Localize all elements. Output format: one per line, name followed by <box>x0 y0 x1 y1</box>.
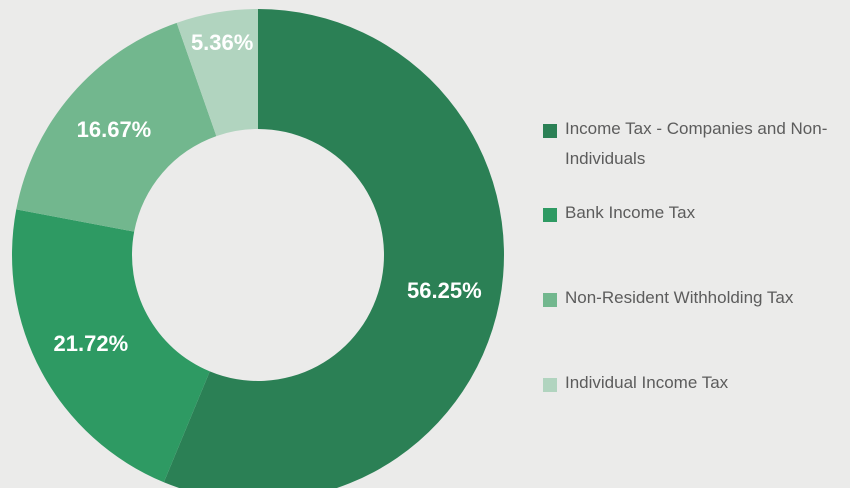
legend-swatch <box>543 124 557 138</box>
donut-slice <box>176 9 258 137</box>
legend-item: Non-Resident Withholding Tax <box>543 288 840 313</box>
donut-slice <box>11 209 210 483</box>
legend-swatch <box>543 293 557 307</box>
legend-item: Bank Income Tax <box>543 203 840 228</box>
legend-label: Bank Income Tax <box>565 203 696 222</box>
legend-label: Non-Resident Withholding Tax <box>565 288 794 307</box>
value-label: 5.36% <box>191 30 253 55</box>
legend-swatch <box>543 378 557 392</box>
legend-item: Income Tax - Companies and Non-Individua… <box>543 119 840 174</box>
value-label: 56.25% <box>407 278 482 303</box>
donut-slice <box>16 22 217 232</box>
donut-slice <box>163 9 504 488</box>
legend-item: Individual Income Tax <box>543 373 840 398</box>
legend-label: Income Tax - Companies and Non-Individua… <box>565 119 828 168</box>
legend-label: Individual Income Tax <box>565 373 729 392</box>
legend-swatch <box>543 208 557 222</box>
value-label: 21.72% <box>54 331 129 356</box>
value-label: 16.67% <box>77 117 152 142</box>
